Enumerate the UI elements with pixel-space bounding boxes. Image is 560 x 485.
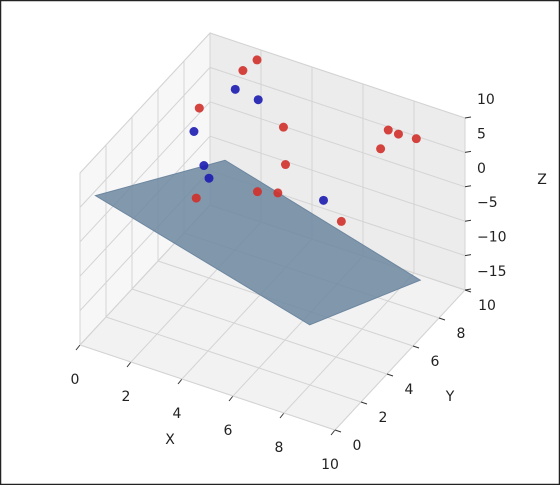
- point: [238, 66, 248, 76]
- tick-mark: [464, 254, 472, 257]
- grid-line: [209, 66, 466, 153]
- point: [199, 161, 209, 171]
- x-axis-label: X: [165, 432, 175, 448]
- tick-mark: [412, 345, 420, 349]
- y-tick-label: 8: [457, 326, 466, 342]
- y-tick-label: 0: [353, 438, 362, 454]
- point: [204, 173, 214, 183]
- point: [278, 122, 288, 132]
- tick-mark: [177, 378, 183, 385]
- y-axis-label: Y: [445, 389, 455, 405]
- tick-mark: [438, 317, 446, 321]
- x-tick-label: 0: [71, 372, 80, 388]
- z-tick-label: 5: [477, 126, 486, 142]
- point: [189, 126, 199, 136]
- x-tick-label: 4: [173, 406, 182, 422]
- x-tick-label: 2: [122, 389, 131, 405]
- x-tick-label: 6: [224, 423, 233, 439]
- y-tick-label: 4: [405, 382, 414, 398]
- tick-mark: [464, 185, 472, 188]
- z-tick-label: −10: [477, 230, 507, 246]
- tick-mark: [464, 150, 472, 153]
- tick-mark: [75, 344, 81, 351]
- point: [252, 55, 262, 65]
- plot-area: 0 2 4 6 8 10 0 2 4 6 8 10 10 5 0 −5 −10 −15: [71, 31, 507, 473]
- grid-line: [79, 101, 211, 243]
- tick-mark: [386, 373, 394, 377]
- z-axis-label: Z: [537, 172, 547, 188]
- tick-mark: [464, 116, 472, 119]
- grid-line: [105, 316, 362, 403]
- point: [194, 103, 204, 113]
- y-tick-label: 10: [478, 298, 496, 314]
- z-tick-label: 10: [477, 92, 495, 108]
- grid-line: [209, 101, 466, 188]
- z-tick-label: −5: [477, 195, 498, 211]
- point: [252, 187, 262, 197]
- point: [393, 129, 403, 139]
- grid-line: [209, 135, 466, 222]
- grid-line: [209, 32, 466, 119]
- grid-line: [79, 67, 211, 208]
- tick-mark: [334, 429, 342, 433]
- point: [253, 95, 263, 105]
- x-tick-label: 8: [275, 440, 284, 456]
- point: [191, 193, 201, 203]
- tick-mark: [360, 401, 368, 405]
- tick-mark: [464, 219, 472, 222]
- tick-mark: [464, 288, 472, 291]
- point: [281, 160, 290, 170]
- surface: [94, 159, 422, 326]
- z-tick-label: −15: [477, 264, 507, 280]
- grid-line: [334, 289, 466, 431]
- y-tick-label: 2: [379, 410, 388, 426]
- grid-line: [131, 288, 388, 375]
- point: [273, 188, 283, 198]
- tick-mark: [126, 361, 132, 368]
- point: [230, 84, 240, 94]
- x-tick-label: 10: [321, 457, 339, 473]
- point: [336, 216, 346, 226]
- tick-mark: [279, 412, 285, 419]
- tick-mark: [228, 395, 234, 402]
- point: [319, 195, 328, 205]
- z-tick-label: 0: [477, 161, 486, 177]
- grid-line: [283, 272, 415, 414]
- grid-line: [79, 344, 336, 431]
- y-tick-label: 6: [431, 354, 440, 370]
- grid-line: [79, 32, 211, 174]
- point: [411, 134, 421, 144]
- tick-mark: [330, 429, 336, 436]
- point: [376, 144, 386, 154]
- point: [383, 125, 393, 135]
